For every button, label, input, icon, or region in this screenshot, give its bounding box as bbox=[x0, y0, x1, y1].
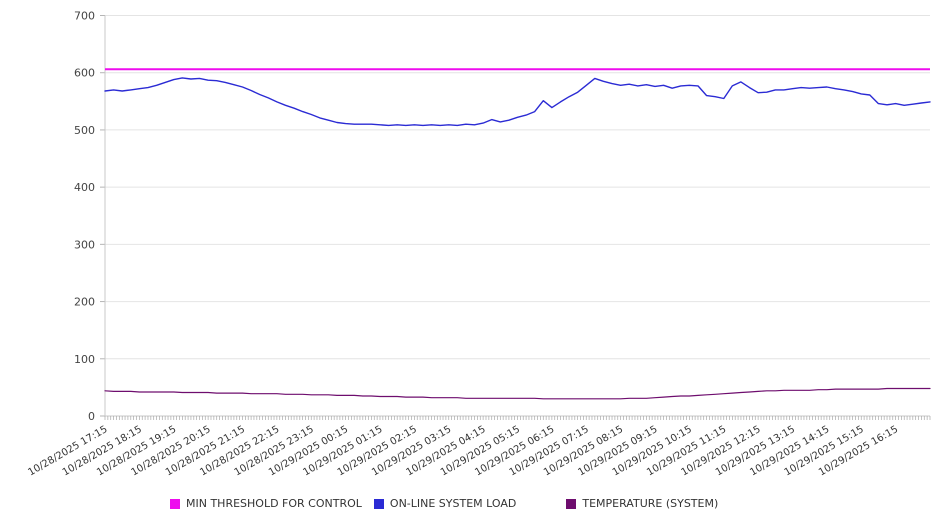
svg-text:200: 200 bbox=[74, 296, 95, 309]
svg-text:300: 300 bbox=[74, 238, 95, 251]
legend-label-system-load: ON-LINE SYSTEM LOAD bbox=[389, 497, 517, 510]
legend-label-temperature: TEMPERATURE (SYSTEM) bbox=[582, 497, 719, 510]
svg-text:0: 0 bbox=[88, 410, 95, 423]
legend-label-min-threshold: MIN THRESHOLD FOR CONTROL bbox=[186, 497, 362, 510]
legend-swatch-temperature bbox=[566, 498, 577, 509]
legend-swatch-system-load bbox=[373, 498, 384, 509]
legend-swatch-min-threshold bbox=[170, 498, 180, 509]
legend-item-min-threshold: MIN THRESHOLD FOR CONTROL bbox=[170, 497, 362, 510]
legend-item-temperature: TEMPERATURE (SYSTEM) bbox=[566, 497, 718, 510]
chart-legend: MIN THRESHOLD FOR CONTROL ON-LINE SYSTEM… bbox=[170, 497, 718, 510]
svg-text:500: 500 bbox=[74, 124, 95, 137]
svg-text:600: 600 bbox=[74, 67, 95, 80]
svg-text:700: 700 bbox=[74, 10, 95, 23]
legend-item-system-load: ON-LINE SYSTEM LOAD bbox=[373, 497, 517, 510]
svg-text:400: 400 bbox=[74, 181, 95, 194]
svg-text:100: 100 bbox=[74, 353, 95, 366]
